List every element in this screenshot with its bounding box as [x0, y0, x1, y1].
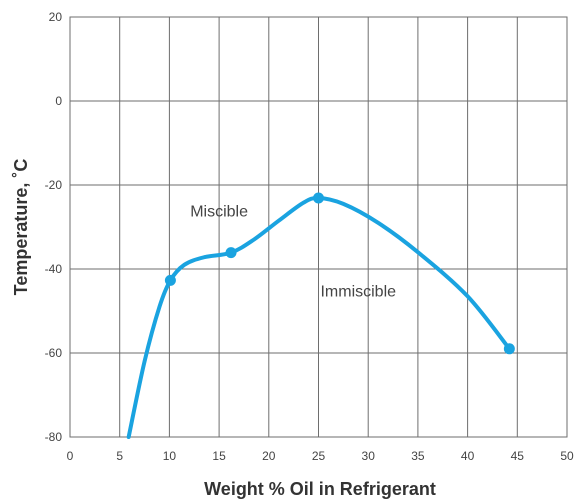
y-tick-label--60: -60	[45, 346, 63, 360]
curve-layer	[126, 196, 512, 439]
y-axis-title: Temperature, ˚C	[11, 159, 31, 296]
x-tick-label-10: 10	[163, 449, 177, 463]
x-tick-label-30: 30	[362, 449, 376, 463]
annotations: Miscible Immiscible	[190, 204, 396, 301]
data-point-4	[503, 343, 515, 355]
grid-lines	[69, 16, 568, 438]
x-tick-label-35: 35	[411, 449, 425, 463]
marker-layer	[164, 192, 515, 355]
x-tick-label-40: 40	[461, 449, 475, 463]
y-tick-label-20: 20	[49, 10, 63, 24]
y-tick-label--40: -40	[45, 262, 63, 276]
x-axis-title: Weight % Oil in Refrigerant	[204, 479, 436, 499]
x-tick-label-5: 5	[116, 449, 123, 463]
miscibility-curve	[126, 196, 512, 439]
data-point-3	[313, 192, 324, 204]
y-tick-label-0: 0	[55, 94, 62, 108]
region-label-miscible: Miscible	[190, 204, 248, 221]
data-point-2	[225, 247, 237, 259]
region-label-immiscible: Immiscible	[320, 283, 396, 300]
y-tick-label--80: -80	[45, 430, 63, 444]
data-point-1	[164, 274, 176, 286]
y-tick-label--20: -20	[45, 178, 63, 192]
x-tick-label-15: 15	[212, 449, 226, 463]
x-tick-label-25: 25	[312, 449, 326, 463]
plot-frame	[69, 16, 568, 438]
x-tick-label-50: 50	[560, 449, 574, 463]
x-tick-label-20: 20	[262, 449, 276, 463]
tick-labels: 0 5 10 15 20 25 30 35 40 45 50 -80 -60 -40 -20 0 20	[45, 10, 574, 463]
x-tick-label-0: 0	[67, 449, 74, 463]
x-tick-label-45: 45	[511, 449, 525, 463]
